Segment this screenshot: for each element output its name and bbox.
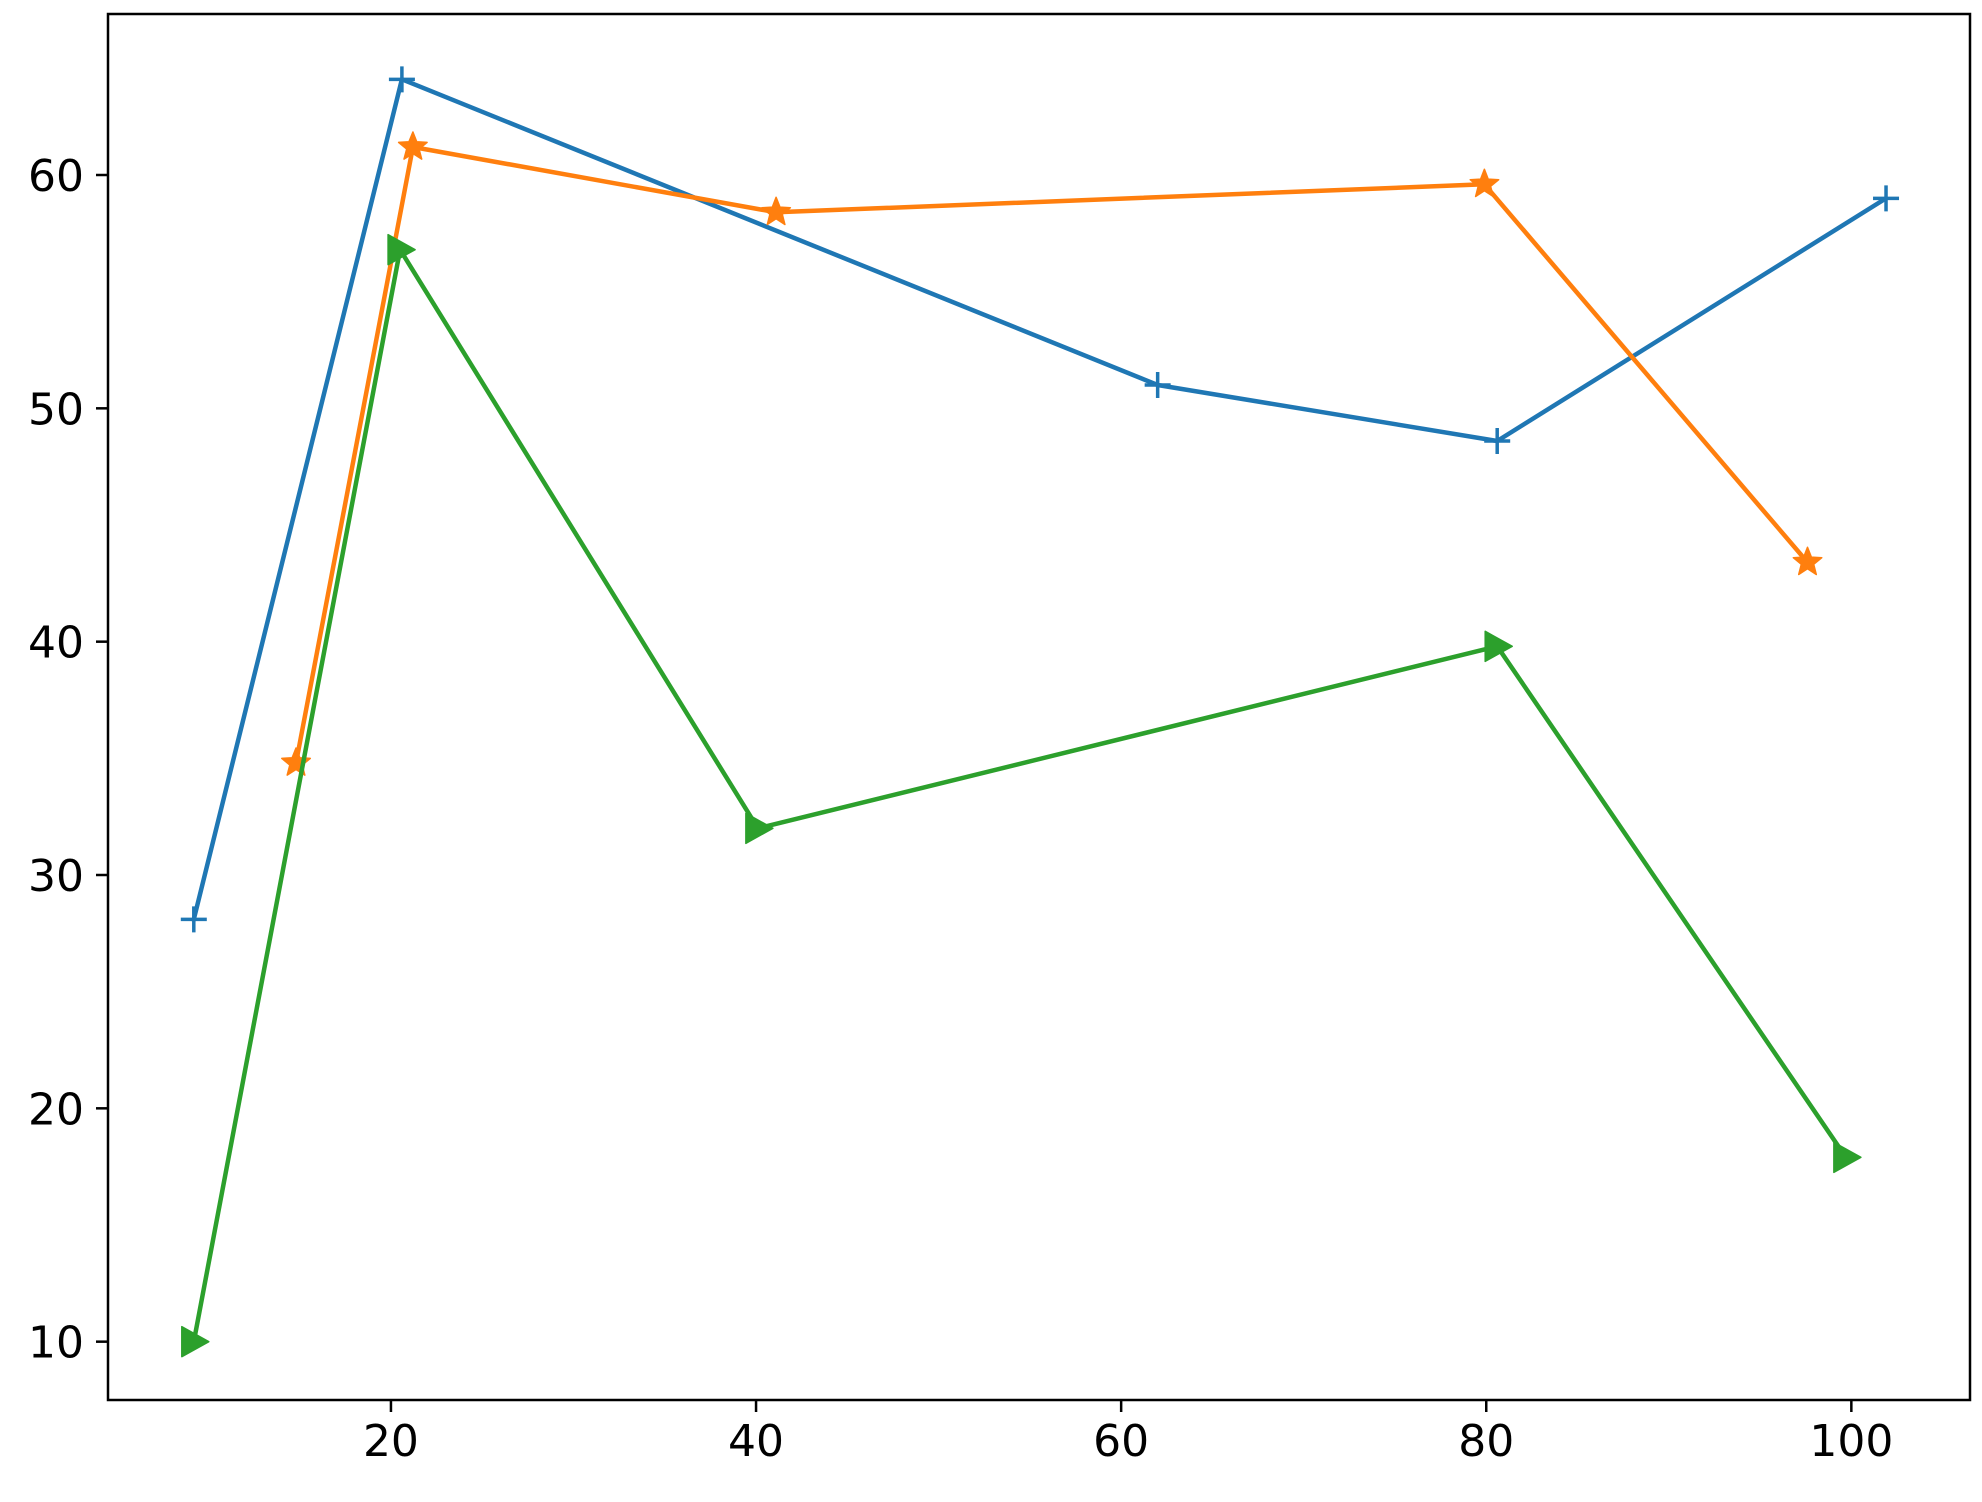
y-tick-label-5: 50 [28, 384, 84, 435]
series-1-point-5 [1873, 185, 1900, 212]
series-1-point-3 [1144, 372, 1171, 398]
series-2-group [281, 131, 1823, 776]
x-tick-label-4: 80 [1458, 1416, 1514, 1467]
axes-layer: 20 40 60 80 100 10 20 30 40 50 60 [28, 12, 1972, 1467]
x-tick-label-2: 40 [728, 1416, 784, 1467]
series-3-point-2 [387, 233, 416, 266]
series-1-group [180, 66, 1900, 933]
series-2-point-1 [281, 747, 312, 776]
series-layer [180, 66, 1900, 1358]
series-2-point-2 [397, 131, 428, 160]
y-tick-label-6: 60 [28, 151, 84, 202]
series-3-point-3 [745, 812, 774, 845]
series-1-point-2 [388, 66, 415, 93]
series-1-point-4 [1484, 428, 1511, 454]
series-1-point-1 [180, 906, 207, 933]
series-3-point-4 [1484, 630, 1513, 663]
series-3-point-1 [181, 1325, 210, 1358]
series-2-point-5 [1792, 546, 1823, 576]
series-2-point-3 [761, 196, 792, 226]
y-tick-label-3: 30 [28, 851, 84, 902]
series-3-point-5 [1833, 1141, 1862, 1174]
x-tick-label-5: 100 [1809, 1416, 1893, 1467]
series-3-group [181, 233, 1862, 1358]
x-tick-label-1: 20 [363, 1416, 419, 1467]
y-tick-label-1: 10 [28, 1318, 84, 1369]
x-tick-label-3: 60 [1093, 1416, 1149, 1467]
y-tick-label-2: 20 [28, 1084, 84, 1135]
axes-frame [106, 12, 1972, 1402]
y-tick-label-4: 40 [28, 618, 84, 669]
series-2-point-4 [1469, 168, 1500, 198]
